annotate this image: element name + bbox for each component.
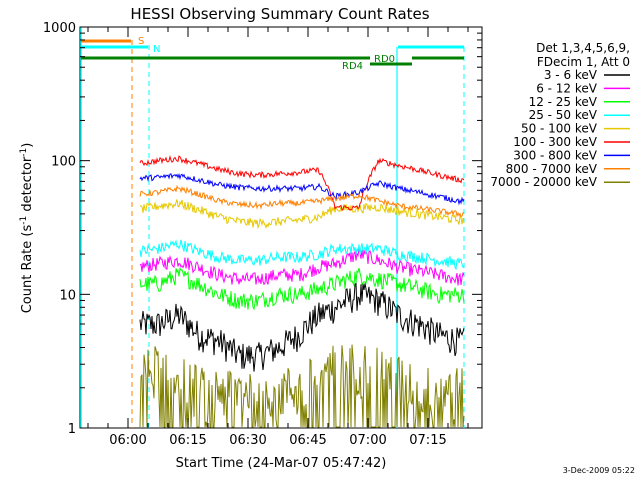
legend-label: 12 - 25 keV [529, 95, 598, 109]
detector-info-line2: FDecim 1, Att 0 [537, 55, 630, 69]
axis-ticks: 1 10 100 1000 06:00 06:15 06:30 06:45 07:00 07:15 [43, 21, 482, 448]
x-tick-label: 06:45 [289, 433, 326, 448]
y-axis-label-end: ) [20, 143, 35, 148]
plot-content: SN RD0 RD4 [80, 27, 465, 428]
x-tick-label: 07:00 [349, 433, 386, 448]
series-trace-1 [139, 248, 465, 286]
y-axis-label-mid: detector [20, 156, 35, 216]
plot-frame [79, 26, 483, 429]
legend-label: 300 - 800 keV [513, 148, 597, 162]
series-trace-4 [139, 199, 465, 230]
series-trace-7 [139, 184, 464, 218]
series-trace-2 [139, 267, 465, 311]
x-tick-label: 07:15 [409, 433, 446, 448]
x-axis-label: Start Time (24-Mar-07 05:47:42) [176, 456, 387, 471]
y-tick-label: 1000 [43, 21, 76, 36]
x-tick-label: 06:30 [229, 433, 266, 448]
x-tick-label: 06:00 [109, 433, 146, 448]
y-tick-label: 1 [68, 422, 76, 437]
y-axis-label-sup1: -1 [19, 216, 29, 225]
y-tick-label: 100 [51, 155, 76, 170]
y-axis-label-sup2: -1 [19, 148, 29, 157]
y-axis-label-main: Count Rate (s [20, 225, 35, 314]
legend-label: 6 - 12 keV [536, 81, 598, 95]
legend-label: 800 - 7000 keV [506, 162, 598, 176]
legend-label: 7000 - 20000 keV [490, 175, 597, 189]
detector-info-line1: Det 1,3,4,5,6,9, [536, 41, 630, 55]
legend-label: 25 - 50 keV [529, 108, 598, 122]
y-axis-label: Count Rate (s-1 detector-1) [19, 143, 35, 314]
flag-label: N [153, 44, 160, 55]
series-trace-8 [139, 344, 465, 428]
y-tick-label: 10 [59, 288, 76, 303]
x-tick-label: 06:15 [169, 433, 206, 448]
legend-label: 3 - 6 keV [544, 68, 598, 82]
flag-label: S [138, 36, 144, 47]
series-trace-3 [139, 239, 465, 271]
legend-label: 100 - 300 keV [513, 135, 597, 149]
legend-label: 50 - 100 keV [521, 122, 598, 136]
series-trace-5 [139, 154, 465, 211]
series-trace-0 [139, 281, 465, 372]
timestamp: 3-Dec-2009 05:22 [563, 466, 635, 475]
chart-title: HESSI Observing Summary Count Rates [130, 5, 429, 23]
flag-label: RD0 [374, 54, 395, 65]
flag-label: RD4 [342, 61, 363, 72]
series-trace-6 [139, 172, 465, 206]
